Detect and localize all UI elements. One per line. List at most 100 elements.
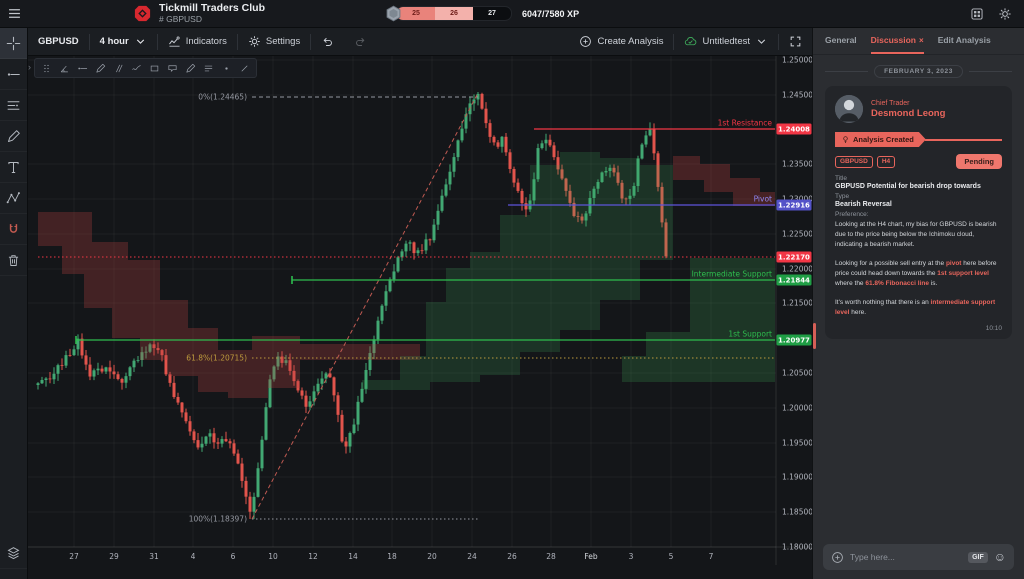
analysis-save-dropdown[interactable]: Untitledtest [674,28,778,55]
brush-tool[interactable] [0,121,27,152]
xp-progress: 25 26 27 6047/7580 XP [385,5,579,22]
redo-icon [354,35,367,48]
text-tool[interactable] [0,152,27,183]
plus-circle-icon [579,35,592,48]
price-badge [776,251,812,263]
price-badge [776,123,812,135]
price-badge [776,334,812,346]
price-levels-tool-icon[interactable] [200,60,217,76]
crosshair-tool[interactable] [0,28,27,59]
attach-plus-icon[interactable] [831,551,844,564]
horizontal-ray-tool-icon[interactable] [74,60,91,76]
pen-tool-icon[interactable] [92,60,109,76]
settings-button[interactable]: Settings [238,28,310,55]
svg-text:1.23000: 1.23000 [782,195,812,204]
line-tool-icon[interactable] [236,60,253,76]
svg-text:1.25000: 1.25000 [782,56,812,65]
svg-text:Feb: Feb [584,552,598,561]
svg-text:1.23500: 1.23500 [782,160,812,169]
fibonacci-retracement[interactable]: 0%(1.24465) 61.8%(1.20715) 100%(1.18397) [186,93,775,524]
parallel-channel-tool-icon[interactable] [110,60,127,76]
date-pill: FEBRUARY 3, 2023 [874,65,963,78]
date-divider: FEBRUARY 3, 2023 [825,65,1013,78]
angle-tool-icon[interactable] [56,60,73,76]
brand: Tickmill Traders Club # GBPUSD [133,3,265,24]
tool-rail-bottom [0,538,27,569]
app-title: Tickmill Traders Club [159,2,266,14]
panel-scrollbar-thumb[interactable] [813,323,816,349]
drag-handle-icon[interactable] [38,60,55,76]
price-axis[interactable]: 1.25000 1.24500 1.23500 1.23000 1.22500 1.220… [28,56,812,565]
fullscreen-icon [789,35,802,48]
timeframe-dropdown[interactable]: 4 hour [90,28,157,55]
trend-ray-tool[interactable] [0,59,27,90]
svg-text:1.18500: 1.18500 [782,508,812,517]
svg-text:6: 6 [231,552,236,561]
first-support-line-label: 1st Support [728,330,772,339]
chat-placeholder: Type here... [850,552,895,562]
svg-text:61.8%(1.20715): 61.8%(1.20715) [186,354,247,363]
panel-collapse-arrow[interactable]: › [28,62,31,72]
avatar[interactable] [835,95,863,123]
message-fields: Title GBPUSD Potential for bearish drop t… [835,175,1002,208]
magnet-tool[interactable] [0,214,27,245]
fib-retracement-tool[interactable] [0,90,27,121]
svg-text:1.22170: 1.22170 [778,254,810,262]
chevron-down-icon [755,35,768,48]
object-tree-tool[interactable] [0,538,27,569]
symbol-button[interactable]: GBPUSD [38,36,79,47]
svg-text:1.24008: 1.24008 [778,126,810,134]
fib-trendline[interactable] [251,92,479,520]
tab-edit-analysis[interactable]: Edit Analysis [937,35,991,45]
remove-drawings-tool[interactable] [0,245,27,276]
svg-text:1.18000: 1.18000 [782,543,812,552]
redo-button[interactable] [344,28,377,55]
hamburger-menu-icon[interactable] [0,6,28,21]
undo-icon [321,35,334,48]
xp-counter: 6047/7580 XP [522,8,580,19]
ichimoku-clouds [38,152,775,398]
close-tab-icon[interactable]: × [919,35,924,45]
gif-button[interactable]: GIF [968,551,988,563]
xp-level-segment: 26 [435,7,474,20]
emoji-icon[interactable]: ☺ [993,550,1006,564]
level-hexagon-icon [385,5,402,22]
tool-rail [0,28,28,579]
apps-grid-icon[interactable] [970,7,984,21]
undo-button[interactable] [311,28,344,55]
pattern-tool[interactable] [0,183,27,214]
message-paragraphs: Looking at the H4 chart, my bias for GBP… [835,220,1002,319]
brush-stroke-tool-icon[interactable] [128,60,145,76]
toolbar-divider [88,33,90,50]
marker-tool-icon[interactable] [182,60,199,76]
instrument-chip: GBPUSD [835,155,873,168]
indicators-button[interactable]: Indicators [158,28,237,55]
field-value: Bearish Reversal [835,201,892,208]
chart-toolbar: GBPUSD 4 hour Indicators Settings Create… [28,28,812,56]
message-timestamp: 10:10 [985,324,1002,332]
dot-tool-icon[interactable] [218,60,235,76]
fullscreen-button[interactable] [779,28,812,55]
tab-general[interactable]: General [825,35,857,45]
preference-label: Preference: [835,211,869,218]
price-levels[interactable]: 1st Resistance Pivot Intermediate Support 1… [75,119,775,345]
svg-text:10: 10 [268,552,278,561]
svg-text:5: 5 [669,552,674,561]
svg-text:100%(1.18397): 100%(1.18397) [189,515,247,524]
svg-text:29: 29 [109,552,119,561]
tab-discussion[interactable]: Discussion × [870,28,924,54]
time-axis[interactable]: 27 29 31 4 6 10 12 14 18 20 24 26 28 Feb 3 5 7 [69,552,713,561]
panel-scroll-area: FEBRUARY 3, 2023 Chief Trader Desmond Le… [813,55,1024,537]
svg-text:27: 27 [69,552,79,561]
callout-tool-icon[interactable] [164,60,181,76]
settings-gear-icon[interactable] [998,7,1012,21]
svg-text:1.19000: 1.19000 [782,473,812,482]
svg-text:1.21500: 1.21500 [782,299,812,308]
field-label: Title [835,175,848,182]
create-analysis-button[interactable]: Create Analysis [569,28,673,55]
chat-input[interactable]: Type here... GIF ☺ [823,544,1014,570]
instrument-chip: H4 [876,155,896,168]
pending-status-button[interactable]: Pending [956,154,1002,169]
rectangle-tool-icon[interactable] [146,60,163,76]
chart-canvas[interactable]: 0%(1.24465) 61.8%(1.20715) 100%(1.18397) 1s… [28,56,812,565]
